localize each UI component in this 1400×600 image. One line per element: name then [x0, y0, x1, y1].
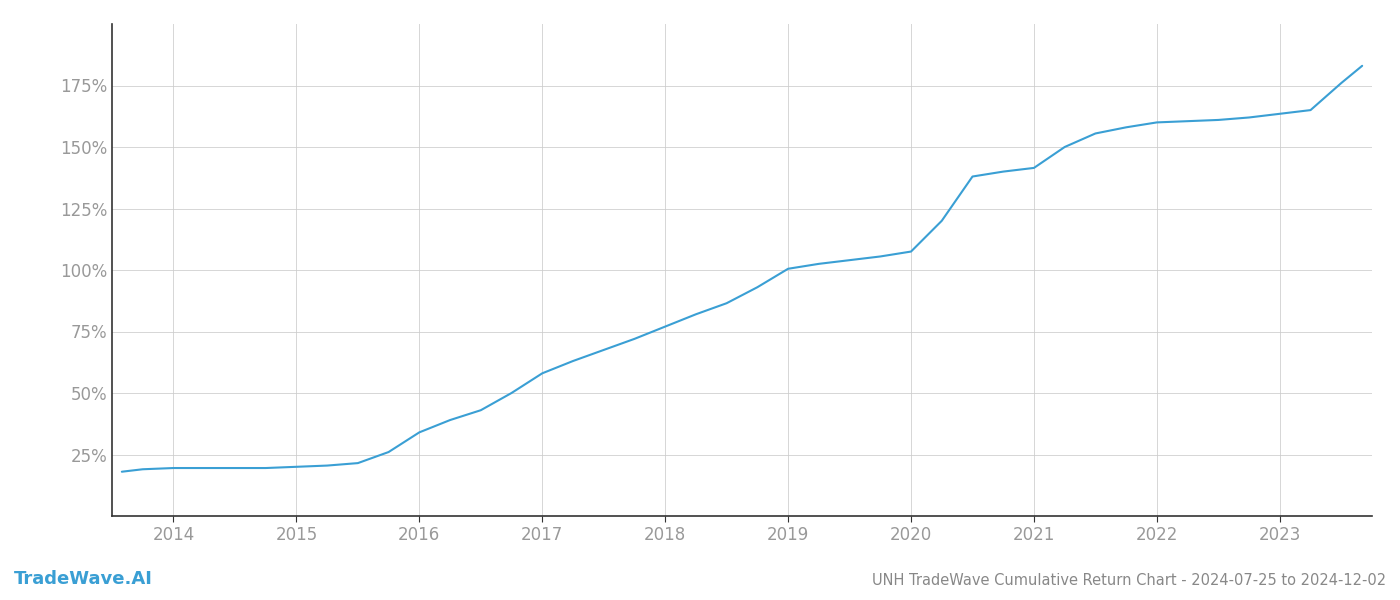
- Text: UNH TradeWave Cumulative Return Chart - 2024-07-25 to 2024-12-02: UNH TradeWave Cumulative Return Chart - …: [872, 573, 1386, 588]
- Text: TradeWave.AI: TradeWave.AI: [14, 570, 153, 588]
